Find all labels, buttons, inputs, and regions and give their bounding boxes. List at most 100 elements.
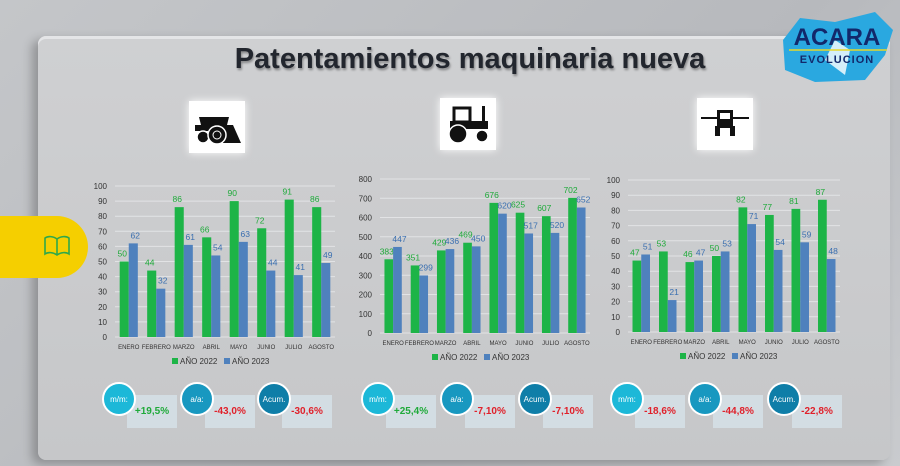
legend-label: AÑO 2022 [180, 357, 218, 366]
legend-label: AÑO 2023 [740, 352, 778, 361]
data-label: 90 [227, 188, 237, 198]
x-tick-label: MAYO [490, 341, 508, 347]
legend-swatch [680, 353, 686, 359]
data-label: 77 [763, 202, 773, 212]
bar-2022 [712, 256, 721, 332]
x-tick-label: ENERO [118, 345, 140, 351]
data-label: 53 [722, 238, 732, 248]
y-tick-label: 100 [607, 176, 621, 185]
y-tick-label: 50 [98, 258, 107, 267]
x-tick-label: ENERO [382, 341, 404, 347]
x-tick-label: MAYO [739, 340, 757, 346]
y-tick-label: 20 [611, 298, 620, 307]
bar-2023 [211, 255, 221, 337]
y-tick-label: 80 [611, 206, 620, 215]
data-label: 32 [158, 276, 168, 286]
data-label: 469 [458, 230, 472, 240]
book-tab-button[interactable] [0, 216, 88, 278]
bar-2022 [659, 251, 668, 332]
bar-2023 [550, 232, 560, 333]
bar-2022 [284, 199, 294, 337]
data-label: 620 [497, 201, 511, 211]
bar-2023 [266, 270, 276, 337]
y-tick-label: 700 [359, 194, 373, 203]
x-tick-label: FEBRERO [142, 345, 171, 351]
chart-1: 0 100 200 300 400 500 600 700 800 383 447 ENERO 3512… [359, 175, 591, 362]
data-label: 54 [213, 242, 223, 252]
data-label: 429 [432, 237, 446, 247]
data-label: 63 [241, 229, 251, 239]
bar-2022 [147, 270, 157, 337]
data-label: 54 [775, 237, 785, 247]
y-tick-label: 40 [98, 273, 107, 282]
y-tick-label: 0 [368, 329, 373, 338]
bar-2023 [321, 263, 331, 337]
data-label: 702 [563, 185, 577, 195]
bar-2022 [202, 237, 212, 337]
bar-2023 [419, 275, 429, 333]
legend-swatch [484, 354, 490, 360]
bar-2023 [445, 249, 455, 333]
data-label: 299 [419, 262, 433, 272]
y-tick-label: 800 [359, 175, 373, 184]
x-tick-label: JUNIO [515, 341, 533, 347]
data-label: 652 [576, 194, 590, 204]
data-label: 50 [117, 249, 127, 259]
bar-2023 [183, 244, 193, 337]
legend-label: AÑO 2023 [492, 353, 530, 362]
data-label: 82 [736, 194, 746, 204]
bar-2022 [632, 260, 642, 332]
data-label: 86 [310, 194, 320, 204]
data-label: 44 [268, 258, 278, 268]
data-label: 48 [828, 246, 838, 256]
bar-2022 [174, 207, 184, 337]
data-label: 87 [816, 187, 826, 197]
data-label: 62 [131, 230, 141, 240]
stat-label-badge: Acum. [767, 382, 801, 416]
data-label: 86 [172, 194, 182, 204]
y-tick-label: 60 [98, 242, 107, 251]
bar-2022 [410, 265, 420, 333]
data-label: 59 [802, 229, 812, 239]
data-label: 61 [186, 232, 196, 242]
stat-label-badge: m/m: [102, 382, 136, 416]
y-tick-label: 10 [611, 313, 620, 322]
bar-2023 [773, 249, 783, 332]
data-label: 66 [200, 224, 210, 234]
y-tick-label: 0 [103, 333, 108, 342]
data-label: 53 [657, 238, 667, 248]
data-label: 47 [696, 248, 706, 258]
tractor-icon [440, 98, 496, 150]
data-label: 51 [643, 241, 653, 251]
svg-text:EVOLUCION: EVOLUCION [800, 54, 874, 66]
bar-2023 [498, 213, 507, 333]
data-label: 21 [669, 287, 679, 297]
legend-label: AÑO 2022 [688, 352, 726, 361]
data-label: 625 [511, 200, 525, 210]
data-label: 676 [485, 190, 499, 200]
bar-2022 [818, 199, 827, 332]
data-label: 72 [255, 215, 265, 225]
data-label: 447 [392, 234, 406, 244]
bar-2022 [119, 261, 129, 337]
bar-2022 [791, 208, 801, 332]
y-tick-label: 400 [359, 252, 373, 261]
x-tick-label: MARZO [683, 340, 705, 346]
data-label: 44 [145, 258, 155, 268]
legend-swatch [732, 353, 738, 359]
bar-2023 [747, 224, 756, 332]
data-label: 46 [683, 249, 693, 259]
bar-2022 [738, 207, 748, 332]
data-label: 47 [630, 248, 640, 258]
y-tick-label: 600 [359, 214, 373, 223]
x-tick-label: JUNIO [257, 345, 275, 351]
bar-2022 [765, 214, 774, 332]
bar-2022 [229, 201, 239, 337]
bar-2023 [641, 254, 650, 332]
data-label: 607 [537, 203, 551, 213]
data-label: 436 [445, 236, 459, 246]
data-label: 383 [380, 246, 394, 256]
data-label: 91 [282, 187, 292, 197]
y-tick-label: 60 [611, 237, 620, 246]
